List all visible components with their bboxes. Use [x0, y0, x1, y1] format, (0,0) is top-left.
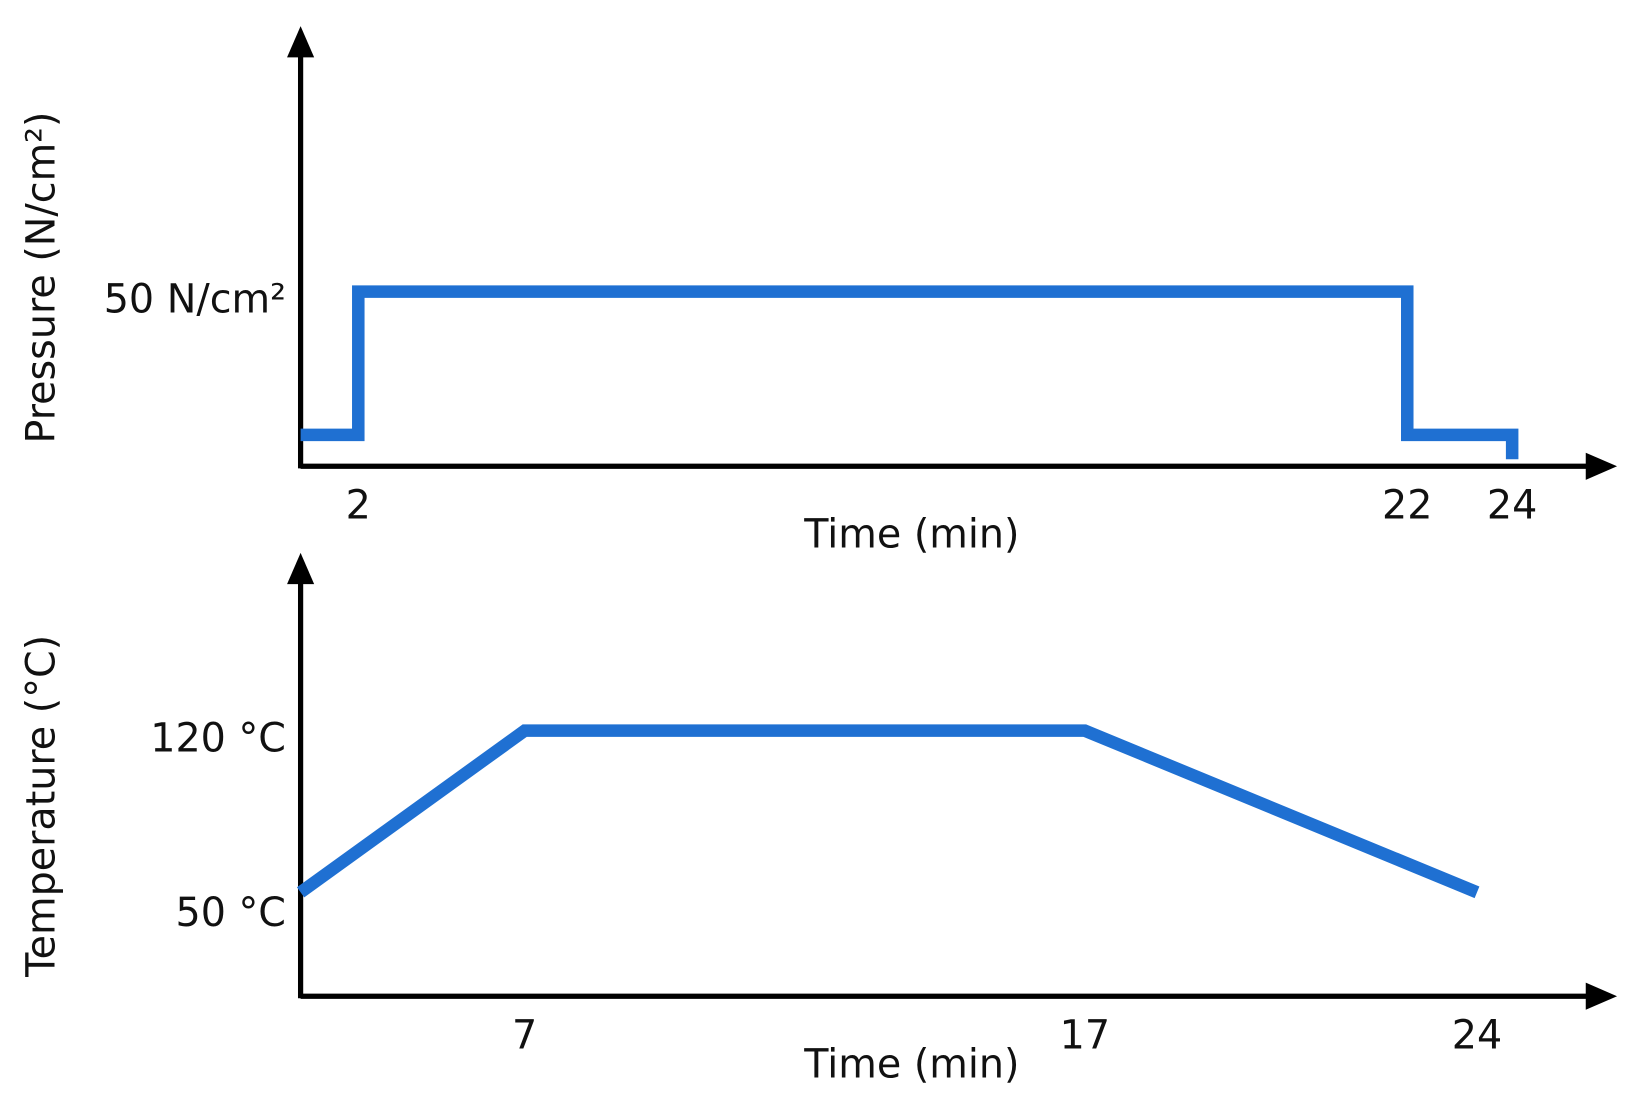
y-axis-arrow: [287, 552, 315, 585]
x-tick-label: 24: [1452, 1012, 1502, 1058]
y-tick-label: 120 °C: [150, 716, 286, 762]
y-axis-label: Temperature (°C): [18, 635, 64, 978]
x-tick-label: 24: [1487, 483, 1537, 529]
y-axis-label: Pressure (N/cm²): [18, 111, 64, 443]
x-axis-label: Time (min): [803, 1042, 1019, 1088]
x-axis-arrow: [1585, 452, 1618, 480]
data-line: [296, 724, 1480, 899]
x-tick-label: 17: [1060, 1012, 1110, 1058]
data-line: [300, 285, 1519, 460]
x-tick-label: 7: [512, 1012, 537, 1058]
x-tick-label: 22: [1382, 483, 1432, 529]
x-axis-arrow: [1585, 982, 1618, 1010]
x-tick-label: 2: [346, 483, 371, 529]
y-tick-label: 50 °C: [175, 890, 286, 936]
y-axis-arrow: [287, 26, 315, 58]
y-tick-label: 50 N/cm²: [104, 277, 286, 323]
x-axis-label: Time (min): [803, 512, 1019, 558]
